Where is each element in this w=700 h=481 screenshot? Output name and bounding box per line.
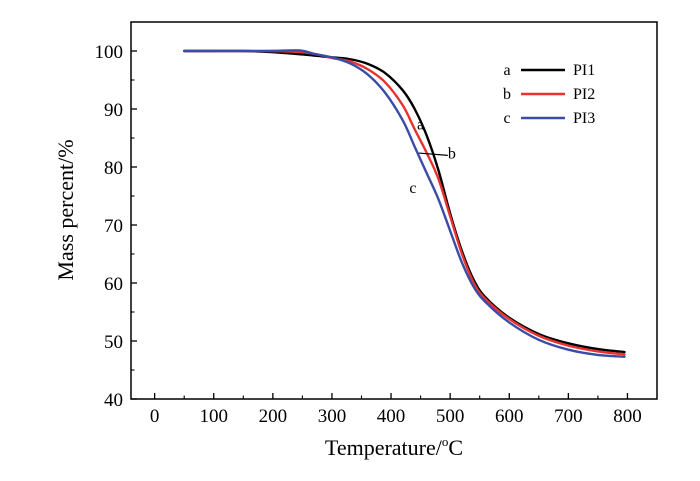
x-axis-ticks: 0 100 200 300 400 500 600 700 800 bbox=[125, 393, 642, 427]
y-tick-label: 100 bbox=[95, 42, 124, 63]
x-tick-label: 800 bbox=[613, 406, 642, 427]
x-tick-label: 400 bbox=[377, 406, 406, 427]
x-tick-label: 300 bbox=[318, 406, 347, 427]
y-tick-label: 90 bbox=[104, 100, 123, 121]
series-line-pi3 bbox=[184, 50, 624, 356]
y-tick-label: 60 bbox=[104, 274, 123, 295]
curve-annotation-c: c bbox=[409, 180, 416, 197]
y-axis-label: Mass percent/% bbox=[53, 139, 78, 280]
legend-label-pi1: PI1 bbox=[573, 62, 595, 79]
legend: a PI1 b PI2 c PI3 bbox=[503, 62, 595, 127]
legend-letter-c: c bbox=[503, 110, 510, 127]
curve-annotation-b: b bbox=[448, 145, 456, 162]
y-tick-label: 50 bbox=[104, 332, 123, 353]
series-line-pi2 bbox=[184, 51, 624, 354]
curve-annotation-a: a bbox=[417, 116, 424, 133]
x-tick-label: 500 bbox=[436, 406, 465, 427]
tga-line-chart: 0 100 200 300 400 500 600 700 800 40 50 60 70 80 90 10… bbox=[0, 0, 700, 481]
y-tick-label: 70 bbox=[104, 216, 123, 237]
y-tick-label: 80 bbox=[104, 158, 123, 179]
x-tick-label: 200 bbox=[259, 406, 288, 427]
legend-letter-b: b bbox=[503, 86, 511, 103]
x-tick-label: 0 bbox=[150, 406, 160, 427]
legend-label-pi3: PI3 bbox=[573, 110, 595, 127]
legend-label-pi2: PI2 bbox=[573, 86, 595, 103]
legend-letter-a: a bbox=[503, 62, 510, 79]
series-line-pi1 bbox=[184, 51, 624, 352]
x-axis-label: Temperature/oC bbox=[325, 434, 463, 460]
x-tick-label: 100 bbox=[199, 406, 228, 427]
series-lines bbox=[184, 50, 624, 356]
x-tick-label: 700 bbox=[554, 406, 583, 427]
y-tick-label: 40 bbox=[104, 390, 123, 411]
x-tick-label: 600 bbox=[495, 406, 524, 427]
